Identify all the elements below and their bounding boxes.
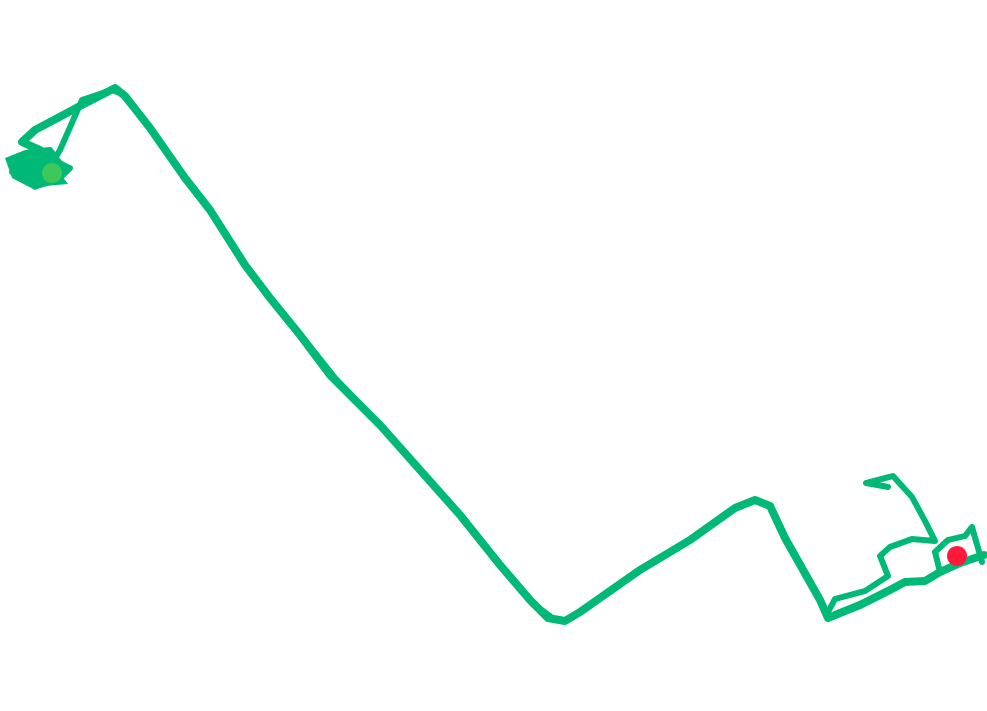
start-marker[interactable] bbox=[42, 163, 62, 183]
route-segment bbox=[932, 524, 985, 575]
route-track bbox=[5, 84, 987, 625]
route-segment bbox=[18, 84, 987, 625]
route-segment bbox=[45, 87, 553, 619]
route-cluster bbox=[5, 148, 72, 190]
route-segment bbox=[825, 473, 938, 615]
end-marker[interactable] bbox=[947, 546, 967, 566]
